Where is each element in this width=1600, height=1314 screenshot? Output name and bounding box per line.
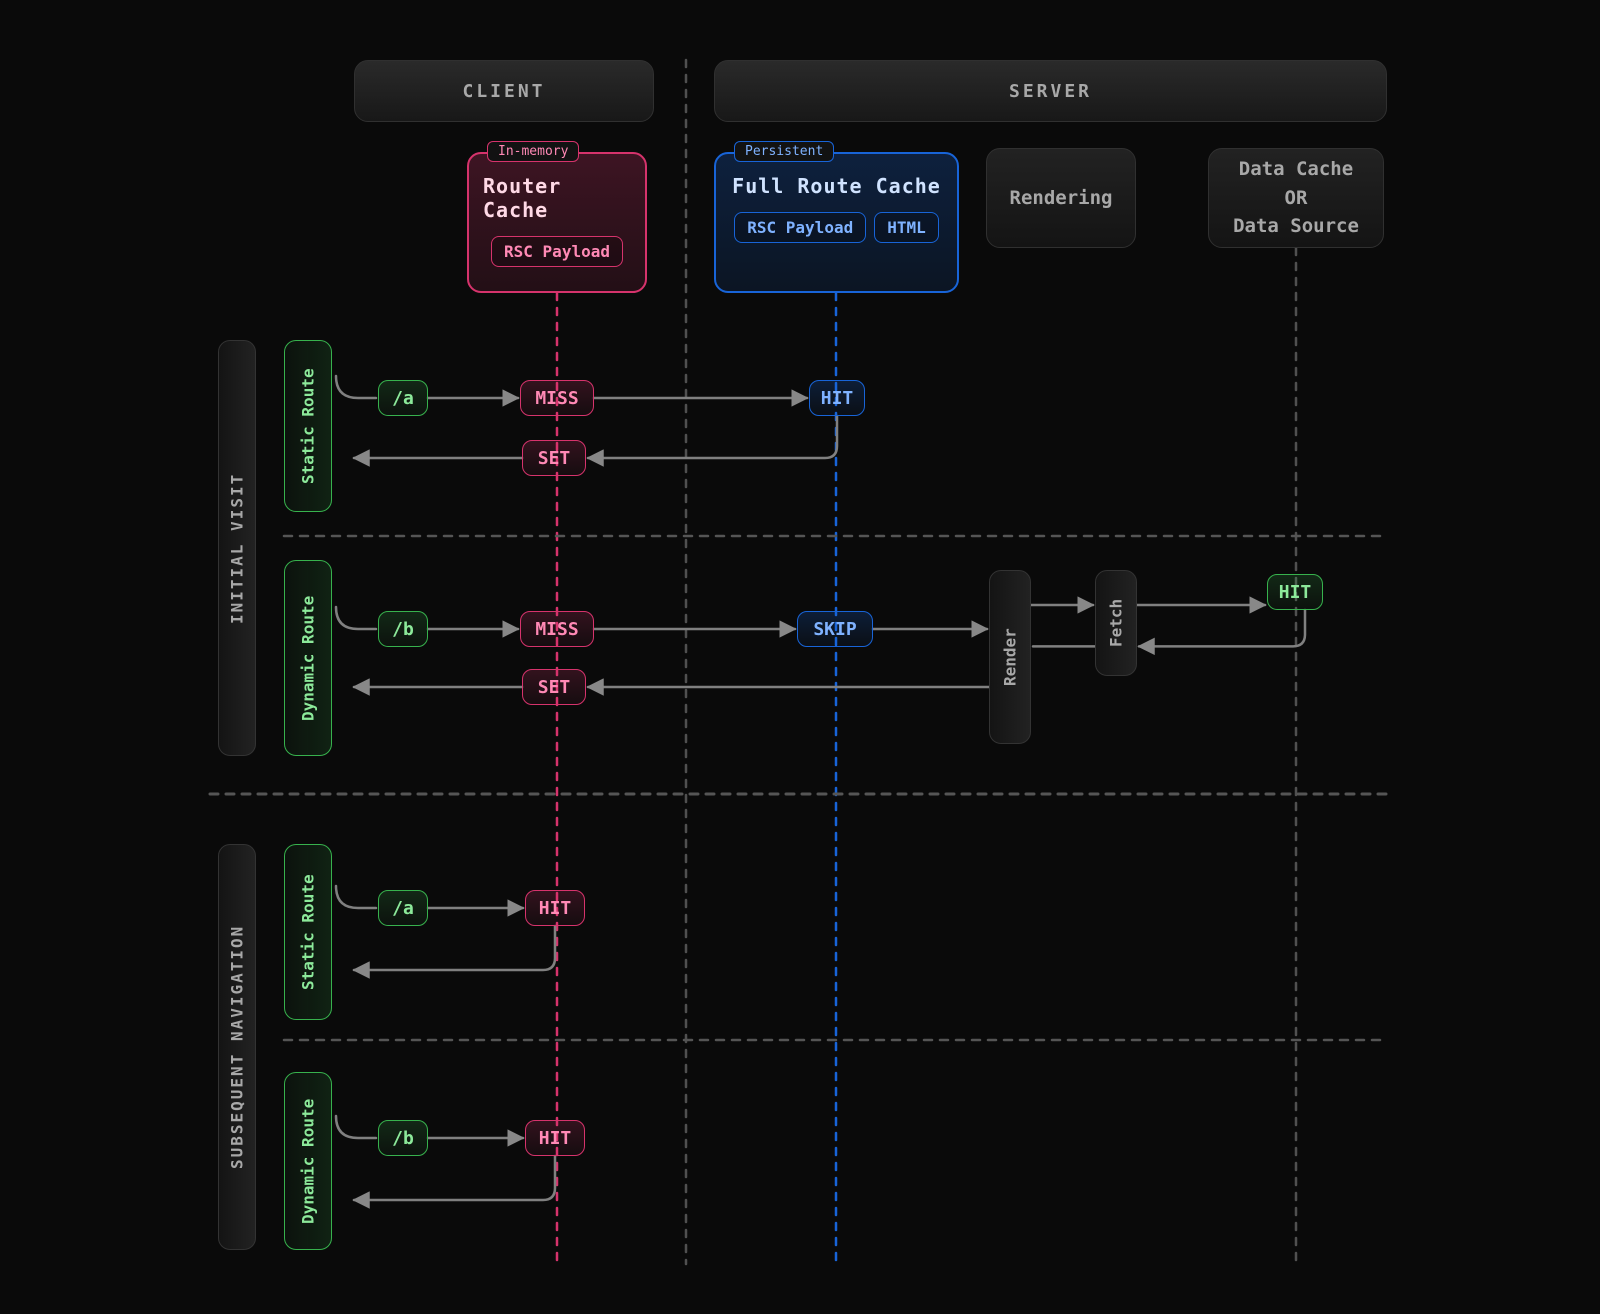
node-r2_route: /a bbox=[378, 890, 428, 926]
full-route-cache-box: Persistent Full Route Cache RSC Payload … bbox=[714, 152, 959, 293]
phase-subsequent: SUBSEQUENT NAVIGATION bbox=[218, 844, 256, 1250]
node-r1_hit: HIT bbox=[1267, 574, 1323, 610]
render-vert-box: Render bbox=[989, 570, 1031, 744]
node-r0_route: /a bbox=[378, 380, 428, 416]
section-dynamic-1: Dynamic Route bbox=[284, 1072, 332, 1250]
rendering-box: Rendering bbox=[986, 148, 1136, 248]
section-dynamic-0: Dynamic Route bbox=[284, 560, 332, 756]
node-r0_miss: MISS bbox=[520, 380, 594, 416]
data-cache-title: Data Cache OR Data Source bbox=[1233, 155, 1359, 241]
section-label: Static Route bbox=[299, 368, 318, 484]
section-static-1: Static Route bbox=[284, 844, 332, 1020]
phase-initial: INITIAL VISIT bbox=[218, 340, 256, 756]
data-cache-box: Data Cache OR Data Source bbox=[1208, 148, 1384, 248]
node-r0_hit: HIT bbox=[809, 380, 865, 416]
full-route-cache-tag: Persistent bbox=[734, 141, 834, 162]
router-chip-rsc: RSC Payload bbox=[491, 236, 623, 267]
full-route-cache-title: Full Route Cache bbox=[732, 174, 941, 198]
phase-initial-label: INITIAL VISIT bbox=[228, 472, 247, 623]
fetch-vert-box: Fetch bbox=[1095, 570, 1137, 676]
node-r1_set: SET bbox=[522, 669, 586, 705]
section-label: Static Route bbox=[299, 874, 318, 990]
node-r1_skip: SKIP bbox=[797, 611, 873, 647]
node-r1_route: /b bbox=[378, 611, 428, 647]
fullroute-chip-rsc: RSC Payload bbox=[734, 212, 866, 243]
node-r3_route: /b bbox=[378, 1120, 428, 1156]
rendering-title: Rendering bbox=[1010, 184, 1113, 213]
client-header: CLIENT bbox=[354, 60, 654, 122]
router-cache-box: In-memory Router Cache RSC Payload bbox=[467, 152, 647, 293]
router-cache-tag: In-memory bbox=[487, 141, 579, 162]
phase-subsequent-label: SUBSEQUENT NAVIGATION bbox=[228, 925, 247, 1169]
server-header: SERVER bbox=[714, 60, 1387, 122]
node-r0_set: SET bbox=[522, 440, 586, 476]
server-header-label: SERVER bbox=[1009, 81, 1092, 102]
client-header-label: CLIENT bbox=[462, 81, 545, 102]
node-r3_hit: HIT bbox=[525, 1120, 585, 1156]
router-cache-title: Router Cache bbox=[483, 174, 631, 222]
fetch-vert-label: Fetch bbox=[1107, 599, 1126, 647]
fullroute-chip-html: HTML bbox=[874, 212, 939, 243]
render-vert-label: Render bbox=[1001, 628, 1020, 686]
section-label: Dynamic Route bbox=[299, 595, 318, 720]
node-r2_hit: HIT bbox=[525, 890, 585, 926]
section-label: Dynamic Route bbox=[299, 1098, 318, 1223]
node-r1_miss: MISS bbox=[520, 611, 594, 647]
section-static-0: Static Route bbox=[284, 340, 332, 512]
